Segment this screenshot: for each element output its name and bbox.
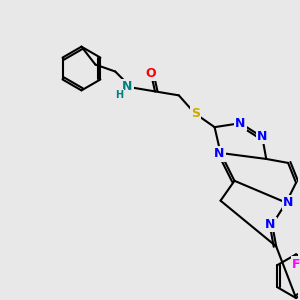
- Text: N: N: [283, 196, 293, 209]
- Text: N: N: [257, 130, 268, 142]
- Text: F: F: [292, 258, 300, 271]
- Text: O: O: [146, 67, 156, 80]
- Text: N: N: [122, 80, 132, 93]
- Text: N: N: [235, 117, 246, 130]
- Text: N: N: [214, 148, 225, 160]
- Text: H: H: [115, 90, 123, 100]
- Text: N: N: [265, 218, 275, 231]
- Text: S: S: [191, 107, 200, 120]
